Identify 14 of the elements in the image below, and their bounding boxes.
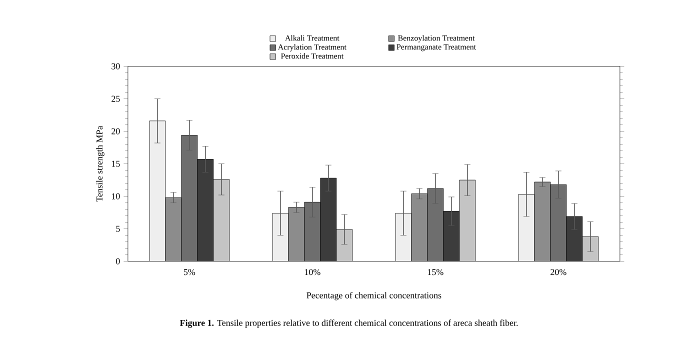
y-tick-label: 10	[112, 193, 120, 200]
x-tick-label: 15%	[428, 269, 444, 276]
y-axis-title: Tensile strength MPa	[96, 126, 104, 202]
y-tick-label: 5	[116, 226, 120, 232]
text: Figure 1. Tensile properties relative to different chemical concentrations of areca sheath fiber.	[180, 320, 518, 328]
y-tick-label: 30	[112, 63, 120, 70]
y-tick-label: 0	[116, 258, 120, 264]
x-tick-label: 20%	[550, 269, 566, 276]
x-tick-label: 10%	[304, 269, 320, 276]
y-tick-label: 15	[112, 160, 120, 167]
y-tick-label: 25	[112, 96, 120, 102]
y-tick-label: 20	[112, 128, 120, 134]
x-tick-label: 5%	[184, 269, 196, 276]
x-axis-title: Pecentage of chemical concentrations	[306, 292, 442, 300]
